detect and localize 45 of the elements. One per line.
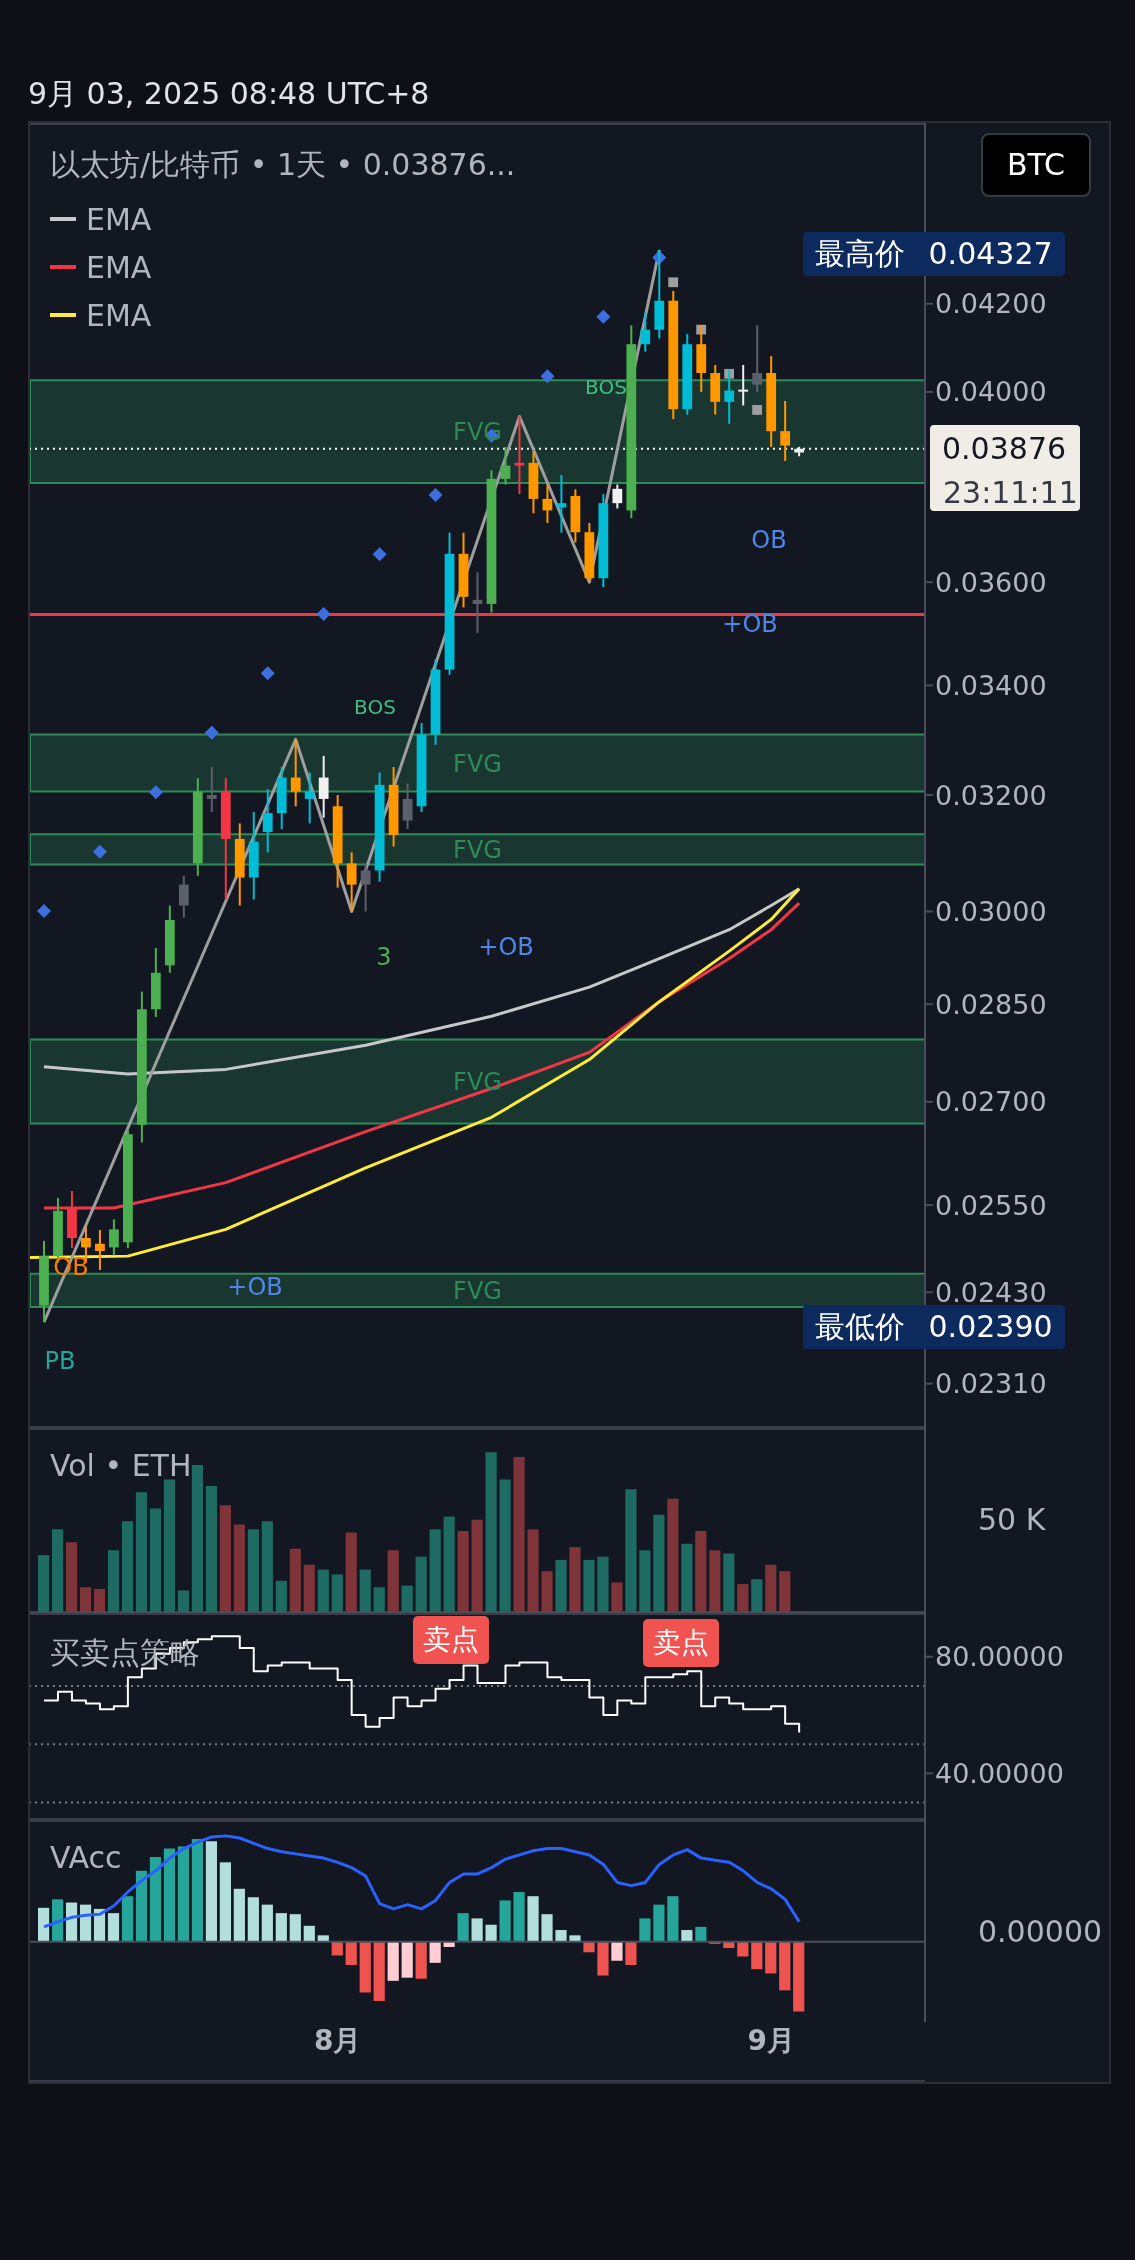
text: 以太坊/比特币 • 1天 • 0.03876...: [50, 146, 516, 184]
band-label: FVG: [453, 835, 502, 864]
chart-subtitle: 9月 03, 2025 08:48 UTC+8: [28, 75, 430, 113]
annotation: PB: [44, 1346, 76, 1377]
annotation: 最低价 0.02390: [815, 1309, 1053, 1344]
y-tick-label: 0.02700: [935, 1086, 1047, 1118]
text: 23:11:11: [943, 474, 1078, 512]
band-label: FVG: [453, 418, 502, 447]
annotation: OB: [751, 525, 787, 556]
band-label: FVG: [453, 749, 502, 778]
y-tick-label: 0.03200: [935, 779, 1047, 811]
y-tick-label: 0.02310: [935, 1368, 1047, 1400]
annotation: 最高价 0.04327: [803, 232, 1065, 276]
annotation: BOS: [585, 374, 627, 401]
annotation: +OB: [478, 932, 534, 963]
y-tick-label: 0.02850: [935, 988, 1047, 1020]
annotation: 3: [376, 942, 392, 973]
y-tick-label: 0.04200: [935, 288, 1047, 320]
text: BTC: [980, 133, 1091, 197]
band-label: FVG: [453, 1067, 502, 1096]
band-label: FVG: [453, 1276, 502, 1305]
text: 50 K: [978, 1501, 1046, 1539]
y-tick-label: 0.04000: [935, 376, 1047, 408]
annotation: 卖点: [643, 1619, 719, 1667]
y-tick-label: 0.03600: [935, 566, 1047, 598]
text: 买卖点策略: [50, 1634, 200, 1672]
chart-title: Vol • ETH: [50, 1448, 192, 1483]
text: 0.00000: [978, 1913, 1103, 1951]
y-tick-label: 0.03000: [935, 896, 1047, 928]
y-tick-label: 0.02430: [935, 1276, 1047, 1308]
chart-title: VAcc: [50, 1840, 122, 1875]
x-tick-label: 9月: [747, 2023, 795, 2057]
y-tick-label: 40.00000: [935, 1757, 1064, 1789]
ref-line-label: 0.03876: [942, 430, 1067, 466]
annotation: +OB: [227, 1272, 283, 1303]
x-tick-label: 8月: [313, 2023, 362, 2057]
legend-label: EMA: [85, 248, 152, 287]
legend-label: EMA: [85, 200, 152, 239]
legend-label: EMA: [85, 296, 152, 335]
y-tick-label: 0.03400: [935, 670, 1047, 702]
annotation: BOS: [354, 694, 396, 721]
annotation: 卖点: [413, 1616, 489, 1664]
annotation: +OB: [722, 609, 778, 640]
y-tick-label: 0.02550: [935, 1189, 1047, 1221]
y-tick-label: 80.00000: [935, 1641, 1064, 1673]
